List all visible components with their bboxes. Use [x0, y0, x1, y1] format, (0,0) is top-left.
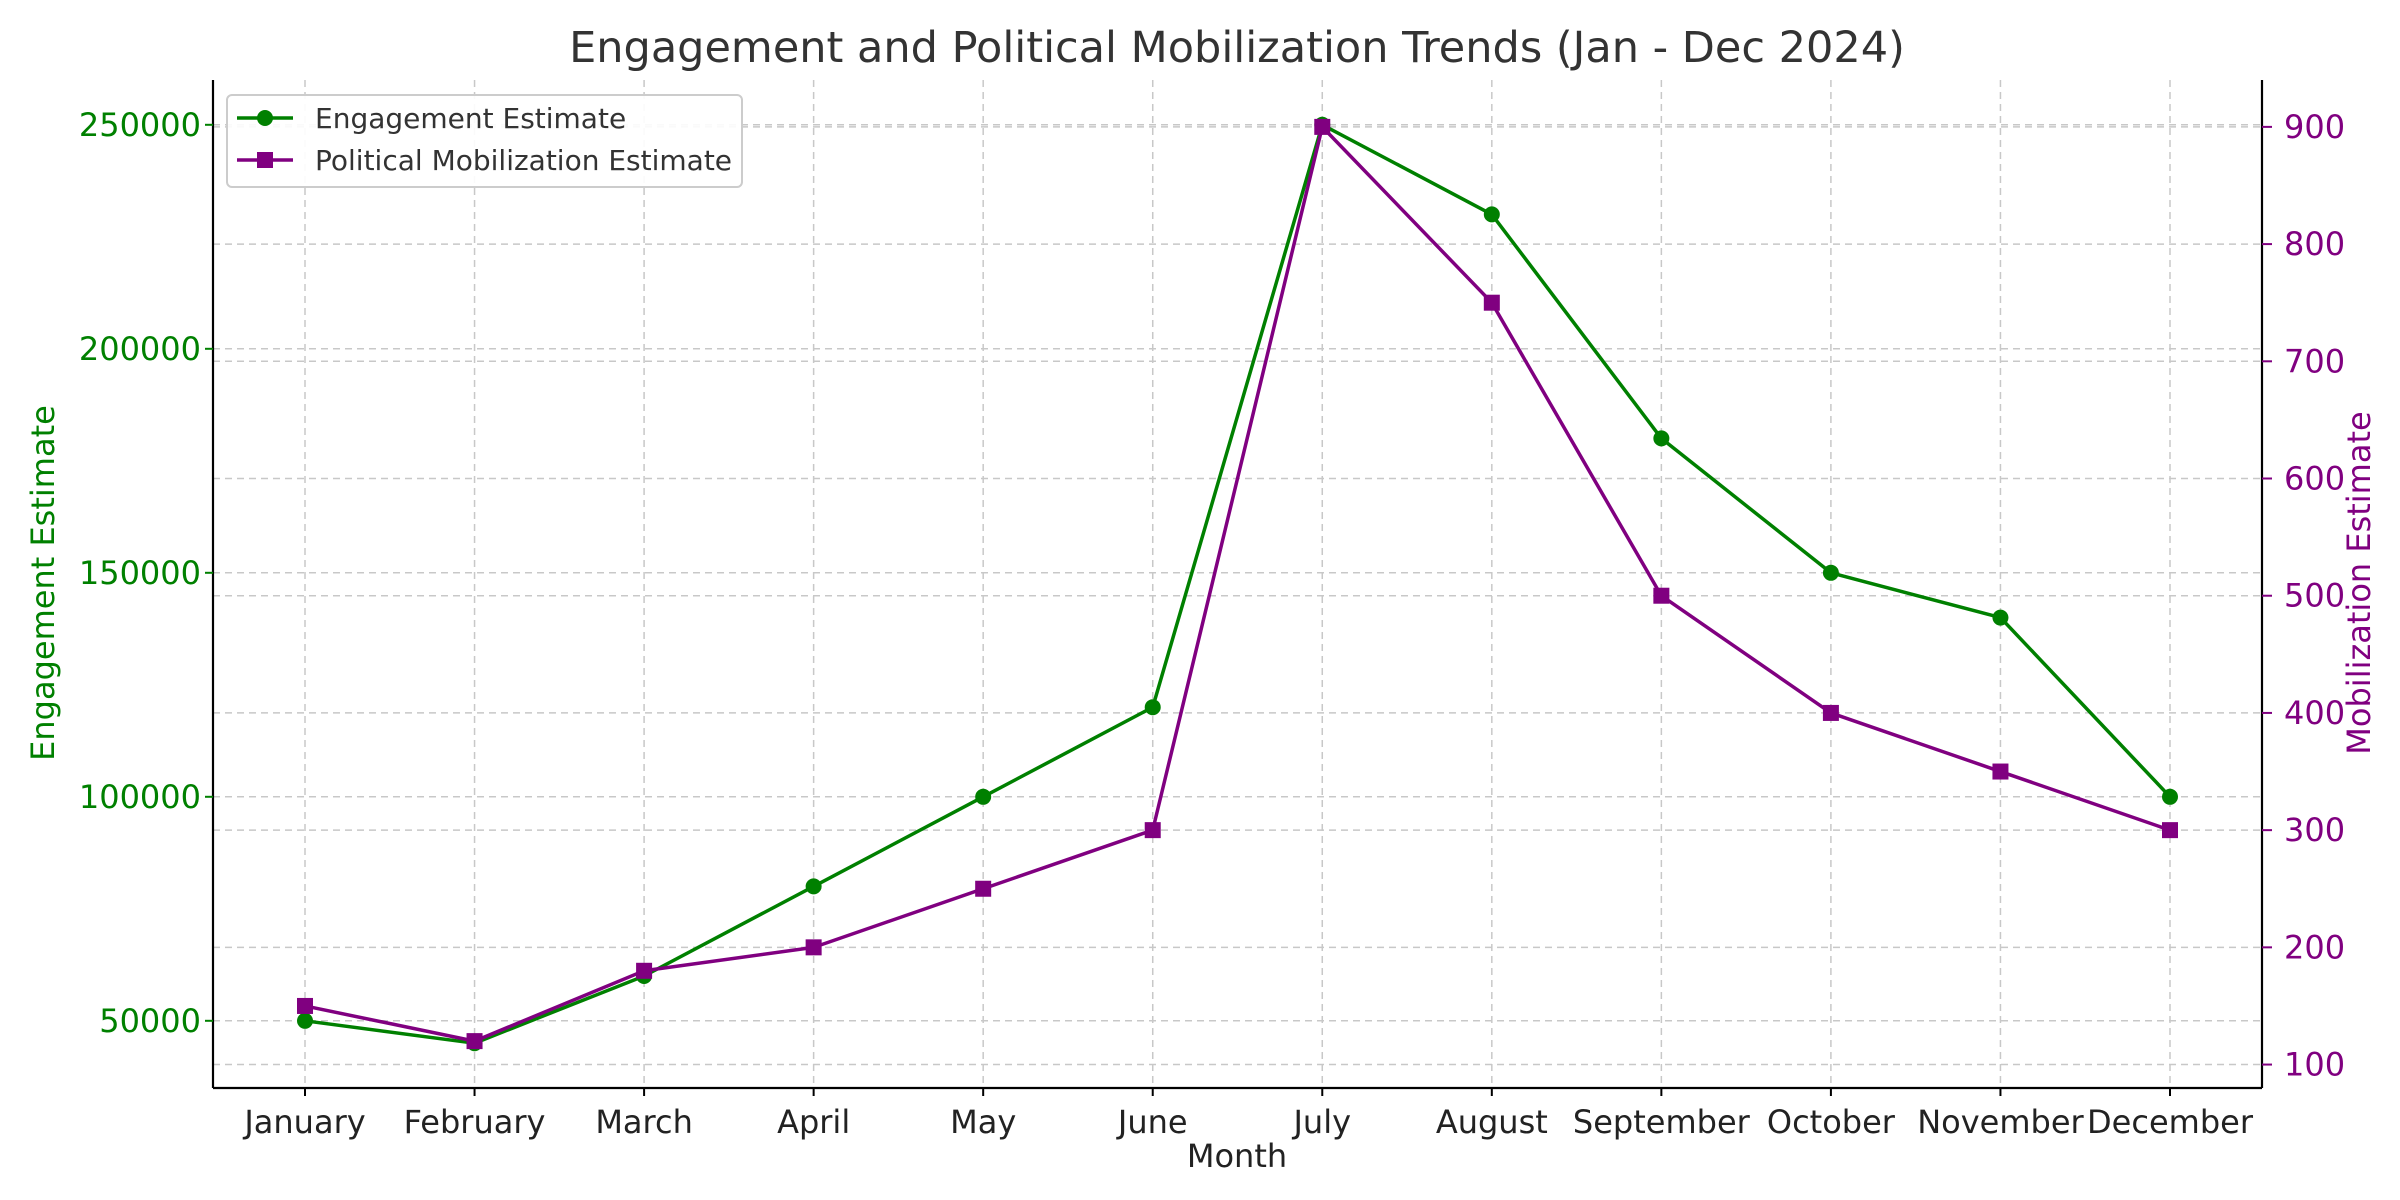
y-right-tick-label: 300 [2284, 811, 2345, 849]
data-point-engagement [1144, 699, 1161, 716]
y-left-tick-label: 150000 [79, 554, 201, 592]
y-right-axis-label: Mobilization Estimate [2340, 411, 2378, 754]
grid-lines [213, 80, 2262, 1088]
y-left-axis-ticks: 50000 100000 150000 200000 250000 [79, 106, 213, 1040]
y-right-axis-ticks: 100 200 300 400 500 600 700 800 900 [2262, 108, 2345, 1084]
data-point-mobilization [805, 939, 822, 956]
data-point-engagement [1653, 430, 1670, 447]
x-axis-label: Month [1187, 1137, 1287, 1175]
y-left-axis-label: Engagement Estimate [24, 405, 62, 761]
data-point-mobilization [1314, 118, 1331, 135]
y-right-tick-label: 700 [2284, 342, 2345, 380]
y-left-tick-label: 250000 [79, 106, 201, 144]
data-point-engagement [805, 878, 822, 895]
x-tick-label: March [595, 1103, 693, 1141]
data-point-mobilization [466, 1033, 483, 1050]
x-tick-label: June [1116, 1103, 1188, 1141]
data-point-engagement [1992, 609, 2009, 626]
legend-box [226, 94, 743, 188]
x-tick-label: July [1291, 1103, 1351, 1141]
x-tick-label: November [1917, 1103, 2084, 1141]
legend-marker-mobilization [257, 152, 273, 168]
legend-label-engagement: Engagement Estimate [315, 102, 626, 135]
series-line-engagement [304, 123, 2172, 1045]
legend-marker-engagement [257, 110, 273, 126]
y-right-tick-label: 200 [2284, 928, 2345, 966]
y-right-tick-label: 400 [2284, 694, 2345, 732]
y-right-tick-label: 800 [2284, 225, 2345, 263]
x-tick-label: January [242, 1103, 365, 1141]
data-point-engagement [1483, 206, 1500, 223]
data-point-mobilization [636, 962, 653, 979]
axis-spines [211, 80, 2264, 1090]
y-left-tick-label: 50000 [99, 1002, 201, 1040]
series-line-mobilization [304, 125, 2171, 1043]
data-point-engagement [2162, 788, 2178, 805]
x-tick-label: December [2087, 1103, 2254, 1141]
x-tick-label: February [404, 1103, 546, 1141]
x-tick-label: October [1767, 1103, 1896, 1141]
y-left-tick-label: 100000 [79, 778, 201, 816]
data-point-engagement [1822, 564, 1839, 581]
data-point-mobilization [1144, 822, 1161, 839]
data-point-mobilization [975, 880, 992, 897]
x-axis-ticks: January February March April May June July Augu… [242, 1088, 2254, 1141]
data-point-mobilization [297, 997, 313, 1014]
data-point-mobilization [1992, 763, 2009, 780]
data-point-mobilization [1483, 294, 1500, 311]
series-layer [297, 116, 2178, 1052]
legend: Engagement Estimate Political Mobilizati… [226, 94, 743, 188]
data-point-mobilization [2162, 822, 2178, 839]
chart-title: Engagement and Political Mobilization Tr… [569, 23, 1905, 73]
y-right-tick-label: 100 [2284, 1046, 2345, 1084]
data-point-mobilization [1822, 704, 1839, 721]
y-left-tick-label: 200000 [79, 330, 201, 368]
y-right-tick-label: 500 [2284, 577, 2345, 615]
data-point-mobilization [1653, 587, 1670, 604]
x-tick-label: May [950, 1103, 1016, 1141]
x-tick-label: April [777, 1103, 850, 1141]
data-point-engagement [975, 788, 992, 805]
legend-label-mobilization: Political Mobilization Estimate [315, 144, 732, 177]
y-right-tick-label: 600 [2284, 460, 2345, 498]
data-point-engagement [297, 1012, 313, 1029]
x-tick-label: August [1436, 1103, 1548, 1141]
x-tick-label: September [1573, 1103, 1751, 1141]
y-right-tick-label: 900 [2284, 108, 2345, 146]
